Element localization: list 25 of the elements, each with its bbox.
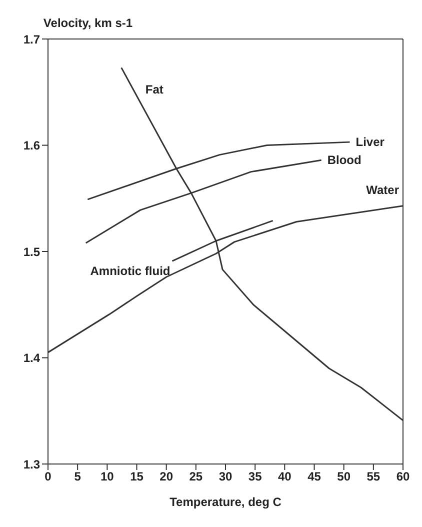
x-tick-label: 40	[278, 470, 292, 484]
x-tick-label: 15	[130, 470, 144, 484]
x-tick-label: 0	[44, 470, 52, 484]
y-tick-label: 1.4	[23, 351, 40, 366]
series-label: Amniotic fluid	[90, 264, 170, 278]
series-label: Liver	[356, 135, 385, 150]
x-tick-label: 20	[160, 470, 174, 484]
series-label: Water	[366, 182, 400, 197]
x-tick-label: 30	[218, 470, 232, 484]
x-tick-label: 60	[396, 470, 410, 484]
series-label: Fat	[145, 82, 164, 97]
x-tick-label: 5	[74, 470, 82, 484]
y-axis-title: Velocity, km s-1	[43, 16, 133, 30]
y-tick-label: 1.7	[23, 32, 40, 46]
y-tick-label: 1.6	[23, 138, 40, 153]
y-tick-label: 1.3	[23, 457, 40, 472]
x-tick-label: 45	[308, 470, 322, 484]
x-axis-title: Temperature, deg C	[170, 495, 282, 509]
x-tick-label: 25	[189, 470, 203, 484]
x-tick-label: 50	[337, 470, 351, 484]
x-tick-label: 35	[248, 470, 262, 484]
series-label: Blood	[327, 153, 362, 168]
y-tick-label: 1.5	[23, 244, 40, 259]
x-tick-label: 55	[366, 470, 380, 484]
x-tick-label: 10	[100, 470, 114, 484]
